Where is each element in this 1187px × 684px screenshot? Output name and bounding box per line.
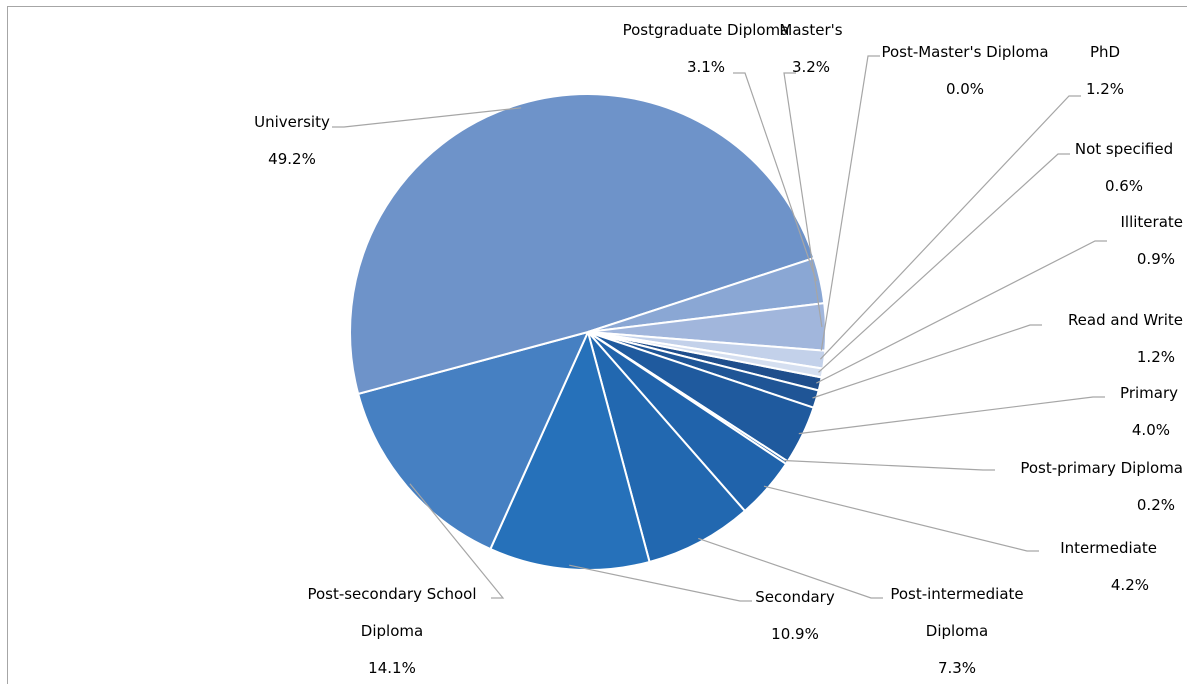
- category-label: Illiterate: [1120, 213, 1183, 231]
- category-label: Diploma: [361, 622, 423, 640]
- label-post-master-s-diploma: Post-Master's Diploma 0.0%: [881, 43, 1048, 98]
- category-label: Post-secondary School: [307, 585, 476, 603]
- value-label: 0.9%: [1137, 250, 1175, 268]
- label-intermediate: Intermediate 4.2%: [1060, 539, 1157, 594]
- category-label: Postgraduate Diploma: [623, 21, 790, 39]
- slice-post-intermediate-diploma: [587, 331, 747, 564]
- leader-master-s: [783, 72, 823, 328]
- label-not-specified: Not specified 0.6%: [1075, 140, 1173, 195]
- leader-post-secondary-school-diploma: [409, 483, 505, 599]
- label-phd: PhD 1.2%: [1086, 43, 1124, 98]
- category-label: Post-Master's Diploma: [881, 43, 1048, 61]
- leader-post-master-s-diploma: [820, 55, 880, 351]
- value-label: 0.0%: [946, 80, 984, 98]
- leader-phd: [819, 95, 1081, 360]
- value-label: 49.2%: [268, 150, 316, 168]
- category-label: Post-primary Diploma: [1020, 459, 1183, 477]
- category-label: Not specified: [1075, 140, 1173, 158]
- category-label: Diploma: [926, 622, 988, 640]
- leader-not-specified: [818, 153, 1070, 373]
- label-postgraduate-diploma: Postgraduate Diploma 3.1%: [623, 21, 790, 76]
- chart-frame: [7, 6, 1187, 684]
- leader-illiterate: [816, 240, 1107, 384]
- leader-secondary: [569, 564, 752, 602]
- value-label: 0.2%: [1137, 496, 1175, 514]
- label-primary: Primary 4.0%: [1120, 384, 1178, 439]
- value-label: 1.2%: [1137, 348, 1175, 366]
- value-label: 14.1%: [368, 659, 416, 677]
- value-label: 1.2%: [1086, 80, 1124, 98]
- slice-post-secondary-school-diploma: [356, 330, 590, 551]
- pie-slices: [349, 93, 827, 572]
- value-label: 0.6%: [1105, 177, 1143, 195]
- leader-post-intermediate-diploma: [698, 537, 883, 599]
- slice-secondary: [489, 329, 651, 572]
- label-post-intermediate-diploma: Post-intermediate Diploma 7.3%: [890, 585, 1023, 677]
- leader-intermediate: [763, 485, 1039, 552]
- label-illiterate: Illiterate 0.9%: [1120, 213, 1183, 268]
- value-label: 10.9%: [771, 625, 819, 643]
- label-master-s: Master's 3.2%: [779, 21, 842, 76]
- category-label: PhD: [1090, 43, 1120, 61]
- value-label: 7.3%: [938, 659, 976, 677]
- value-label: 3.1%: [687, 58, 725, 76]
- category-label: Master's: [779, 21, 842, 39]
- category-label: University: [254, 113, 330, 131]
- category-label: Intermediate: [1060, 539, 1157, 557]
- leader-read-and-write: [812, 324, 1042, 399]
- label-post-secondary-school-diploma: Post-secondary School Diploma 14.1%: [307, 585, 476, 677]
- value-label: 4.0%: [1132, 421, 1170, 439]
- leader-university: [332, 107, 522, 128]
- label-post-primary-diploma: Post-primary Diploma 0.2%: [1020, 459, 1183, 514]
- value-label: 4.2%: [1111, 576, 1149, 594]
- leader-primary: [798, 396, 1105, 435]
- label-university: University 49.2%: [254, 113, 330, 168]
- slice-university: [349, 93, 816, 396]
- label-secondary: Secondary 10.9%: [755, 588, 835, 643]
- category-label: Post-intermediate: [890, 585, 1023, 603]
- category-label: Secondary: [755, 588, 835, 606]
- slice-labels: Illiterate 0.9% Read and Write 1.2% Primary 4…: [254, 21, 1183, 677]
- category-label: Read and Write: [1068, 311, 1183, 329]
- value-label: 3.2%: [792, 58, 830, 76]
- leader-post-primary-diploma: [783, 459, 995, 471]
- category-label: Primary: [1120, 384, 1178, 402]
- leader-lines: [332, 55, 1107, 602]
- leader-postgraduate-diploma: [733, 72, 817, 282]
- label-read-and-write: Read and Write 1.2%: [1068, 311, 1183, 366]
